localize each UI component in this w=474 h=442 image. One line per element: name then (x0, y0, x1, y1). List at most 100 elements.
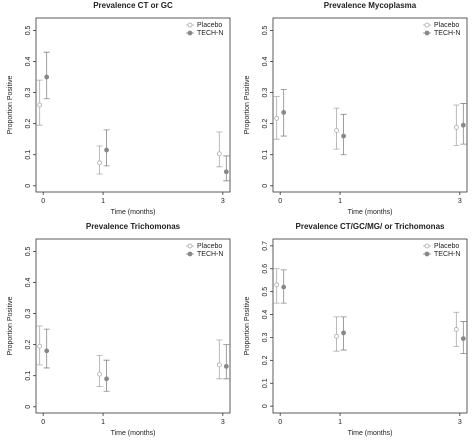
y-tick-label: 0.5 (262, 25, 269, 35)
plot-frame (35, 17, 231, 193)
y-axis-title: Proportion Positive (7, 297, 14, 356)
point (97, 371, 102, 377)
y-tick-label: 0.2 (262, 355, 269, 365)
legend-label: TECH-N (434, 251, 460, 258)
legend-label: TECH-N (197, 30, 223, 37)
legend-marker (187, 22, 193, 28)
plot-frame (272, 17, 468, 193)
point (97, 160, 102, 166)
x-tick-label: 1 (338, 198, 342, 205)
point (104, 147, 109, 153)
x-axis-title: Time (months) (348, 430, 393, 437)
panel-title: Prevalence Trichomonas (86, 222, 181, 231)
x-tick-label: 3 (458, 419, 462, 426)
y-axis-title: Proportion Positive (244, 297, 251, 356)
panel-title: Prevalence CT/GC/MG/ or Trichomonas (296, 222, 445, 231)
legend-marker (424, 243, 430, 249)
point (274, 115, 280, 121)
point (334, 128, 339, 133)
legend-marker (424, 251, 430, 257)
y-tick-label: 0.4 (25, 57, 32, 67)
y-tick-label: 0.5 (25, 246, 32, 256)
error-bar (216, 131, 223, 168)
plot-frame (272, 238, 468, 414)
point (341, 133, 346, 139)
y-tick-label: 0.2 (25, 119, 32, 129)
point (104, 376, 109, 382)
point (281, 284, 287, 290)
legend-marker (187, 251, 193, 257)
legend-label: Placebo (197, 22, 222, 29)
y-tick-label: 0.4 (25, 278, 32, 288)
y-tick-label: 0 (25, 184, 32, 188)
point (453, 124, 459, 130)
point (216, 151, 222, 157)
error-bar (96, 145, 103, 175)
y-tick-label: 0 (262, 184, 269, 188)
y-tick-label: 0.1 (262, 378, 269, 388)
y-tick-label: 0.6 (262, 264, 269, 274)
legend-label: TECH-N (197, 251, 223, 258)
error-bar (103, 359, 110, 392)
point (460, 122, 466, 128)
legend-label: TECH-N (434, 30, 460, 37)
y-tick-label: 0.1 (25, 150, 32, 160)
x-tick-label: 0 (278, 419, 282, 426)
y-axis-title: Proportion Positive (244, 76, 251, 135)
point (216, 362, 222, 368)
point (341, 330, 346, 336)
error-bar (223, 344, 230, 380)
panel-title: Prevalence CT or GC (93, 1, 173, 10)
y-tick-label: 0.7 (262, 241, 269, 251)
legend-label: Placebo (434, 22, 459, 29)
x-tick-label: 0 (41, 198, 45, 205)
x-tick-label: 3 (221, 419, 225, 426)
error-bar (223, 155, 230, 182)
x-tick-label: 3 (458, 198, 462, 205)
legend-label: Placebo (434, 243, 459, 250)
point (37, 102, 43, 108)
point (37, 343, 43, 349)
x-tick-label: 1 (101, 419, 105, 426)
legend-marker (424, 30, 430, 36)
panel: Prevalence Trichomonas 0 0.1 0.2 0.3 0.4 0.5 0 1… (7, 222, 231, 437)
y-tick-label: 0.1 (262, 150, 269, 160)
y-tick-label: 0.3 (262, 332, 269, 342)
y-tick-label: 0.5 (25, 25, 32, 35)
y-tick-label: 0.1 (25, 371, 32, 381)
plot-frame (35, 238, 231, 414)
y-tick-label: 0.4 (262, 310, 269, 320)
point (223, 169, 229, 175)
legend-label: Placebo (197, 243, 222, 250)
x-tick-label: 0 (278, 198, 282, 205)
x-tick-label: 3 (221, 198, 225, 205)
y-tick-label: 0.2 (262, 119, 269, 129)
x-tick-label: 0 (41, 419, 45, 426)
x-tick-label: 1 (338, 419, 342, 426)
panel: Prevalence CT/GC/MG/ or Trichomonas 0 0.1 0… (244, 222, 468, 437)
y-tick-label: 0 (262, 404, 269, 408)
point (453, 327, 459, 332)
y-tick-label: 0.2 (25, 340, 32, 350)
legend-marker (187, 243, 193, 249)
point (44, 74, 50, 80)
panel-title: Prevalence Mycoplasma (324, 1, 417, 10)
error-bar (96, 355, 103, 387)
error-bar (216, 339, 223, 380)
x-axis-title: Time (months) (111, 209, 156, 216)
y-tick-label: 0 (25, 405, 32, 409)
y-tick-label: 0.3 (25, 88, 32, 98)
y-tick-label: 0.4 (262, 57, 269, 67)
x-tick-label: 1 (101, 198, 105, 205)
y-tick-label: 0.3 (262, 88, 269, 98)
legend-marker (424, 22, 430, 28)
point (274, 282, 280, 288)
panel: Prevalence Mycoplasma 0 0.1 0.2 0.3 0.4 0.5 0 1 3… (244, 1, 468, 216)
y-tick-label: 0.5 (262, 287, 269, 297)
x-axis-title: Time (months) (111, 430, 156, 437)
x-axis-title: Time (months) (348, 209, 393, 216)
point (223, 363, 229, 369)
point (334, 333, 339, 339)
y-tick-label: 0.3 (25, 309, 32, 319)
